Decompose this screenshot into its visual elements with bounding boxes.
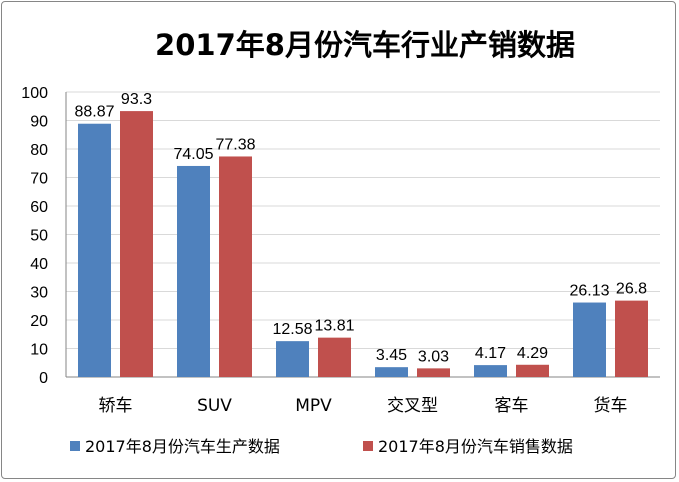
x-tick-label: SUV	[197, 396, 232, 416]
bar-production	[573, 302, 606, 377]
y-tick-label: 100	[21, 85, 48, 102]
data-label: 77.38	[215, 136, 255, 153]
data-label: 12.58	[272, 321, 312, 338]
bar-production	[474, 365, 507, 377]
data-label: 13.81	[314, 318, 354, 335]
bar-sales	[615, 300, 648, 377]
bar-sales	[417, 368, 450, 377]
legend-label: 2017年8月份汽车销售数据	[378, 437, 573, 456]
x-tick-label: 轿车	[99, 396, 133, 416]
x-tick-label: 货车	[594, 396, 628, 416]
legend-swatch	[363, 441, 373, 451]
y-tick-label: 90	[30, 114, 48, 131]
x-tick-label: 客车	[495, 396, 529, 416]
data-label: 26.8	[616, 281, 647, 298]
bar-sales	[318, 337, 351, 377]
y-tick-label: 60	[30, 199, 48, 216]
chart-title: 2017年8月份汽车行业产销数据	[155, 28, 575, 62]
y-tick-label: 40	[30, 256, 48, 273]
data-label: 74.05	[173, 146, 213, 163]
bar-production	[375, 367, 408, 377]
bar-production	[177, 165, 210, 377]
y-tick-label: 70	[30, 171, 48, 188]
x-tick-label: 交叉型	[387, 396, 438, 416]
data-label: 4.17	[475, 345, 506, 362]
bar-production	[78, 123, 111, 378]
data-label: 88.87	[74, 104, 114, 121]
x-tick-label: MPV	[295, 396, 332, 416]
bar-production	[276, 341, 309, 377]
bar-sales	[516, 364, 549, 377]
y-tick-label: 30	[30, 285, 48, 302]
bar-sales	[219, 156, 252, 377]
data-label: 4.29	[517, 345, 548, 362]
legend-label: 2017年8月份汽车生产数据	[85, 437, 280, 456]
y-tick-label: 20	[30, 313, 48, 330]
y-tick-label: 0	[39, 370, 48, 387]
legend-swatch	[70, 441, 80, 451]
data-label: 93.3	[121, 91, 152, 108]
bar-sales	[120, 111, 153, 377]
data-label: 3.45	[376, 347, 407, 364]
data-label: 26.13	[569, 283, 609, 300]
data-label: 3.03	[418, 348, 449, 365]
y-tick-label: 80	[30, 142, 48, 159]
y-tick-label: 10	[30, 342, 48, 359]
y-tick-label: 50	[30, 228, 48, 245]
